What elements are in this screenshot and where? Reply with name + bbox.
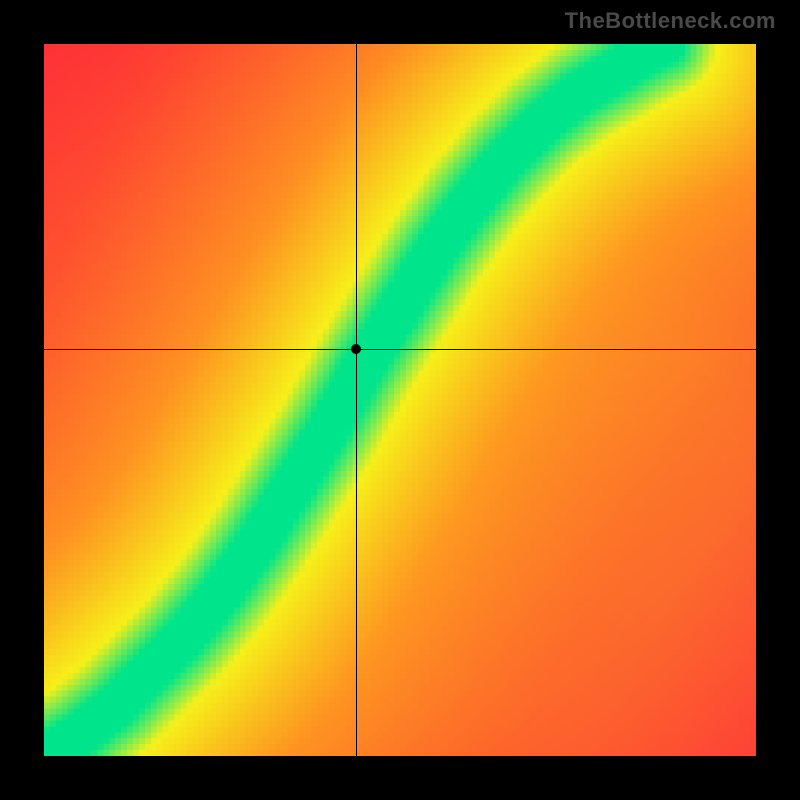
- marker-dot: [351, 344, 361, 354]
- heatmap-canvas: [44, 44, 756, 756]
- watermark-text: TheBottleneck.com: [565, 8, 776, 34]
- crosshair-horizontal: [44, 349, 756, 350]
- crosshair-vertical: [356, 44, 357, 756]
- plot-area: [44, 44, 756, 756]
- chart-container: TheBottleneck.com: [0, 0, 800, 800]
